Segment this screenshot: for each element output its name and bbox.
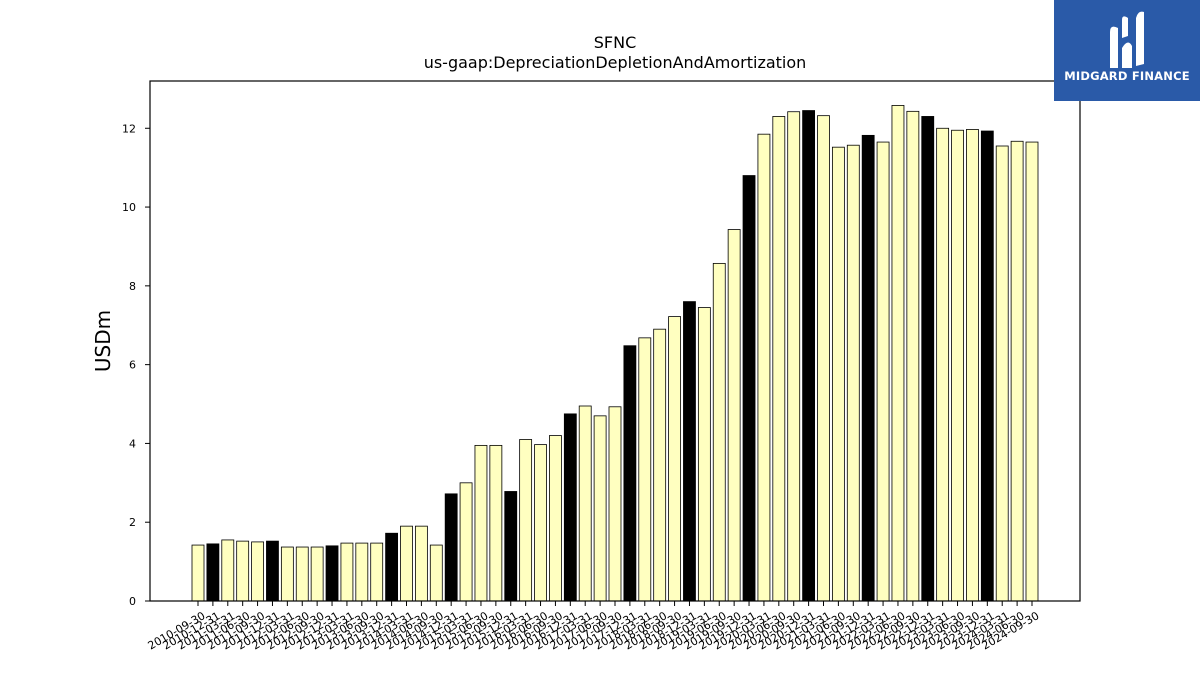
bar bbox=[653, 328, 667, 602]
bars-group bbox=[191, 105, 1039, 602]
bar bbox=[936, 127, 950, 602]
bar bbox=[534, 444, 547, 602]
y-tick-label: 0 bbox=[129, 595, 136, 608]
y-tick-label: 8 bbox=[129, 280, 136, 293]
bar bbox=[414, 525, 428, 602]
bar bbox=[608, 406, 622, 602]
bar bbox=[831, 146, 845, 602]
bar bbox=[1025, 141, 1039, 602]
bar bbox=[400, 525, 413, 602]
y-tick-label: 6 bbox=[129, 359, 136, 372]
bar bbox=[266, 540, 279, 602]
brand-logo[interactable]: MIDGARD FINANCE bbox=[1054, 0, 1200, 101]
bar bbox=[429, 544, 443, 602]
bar bbox=[906, 110, 920, 602]
bar bbox=[697, 307, 711, 602]
brand-name: MIDGARD FINANCE bbox=[1064, 69, 1190, 83]
x-axis-ticks: 2010-09-302010-12-312011-03-312011-06-30… bbox=[146, 601, 1042, 652]
bar bbox=[787, 111, 801, 602]
bar bbox=[549, 435, 562, 602]
y-axis-label: USDm bbox=[91, 310, 115, 372]
bar bbox=[563, 413, 577, 602]
bar bbox=[459, 482, 473, 602]
bar bbox=[310, 546, 324, 602]
bar bbox=[325, 545, 339, 602]
bar bbox=[817, 115, 830, 602]
midgard-m-icon bbox=[1110, 11, 1144, 68]
bar bbox=[593, 415, 607, 602]
bar bbox=[221, 539, 235, 602]
bar bbox=[474, 444, 488, 602]
bar bbox=[757, 133, 771, 602]
bar bbox=[638, 337, 652, 602]
bar bbox=[712, 262, 726, 602]
bar bbox=[802, 110, 816, 602]
chart-subtitle: us-gaap:DepreciationDepletionAndAmortiza… bbox=[423, 53, 807, 72]
chart-title: SFNC bbox=[593, 33, 637, 52]
bar bbox=[980, 130, 994, 602]
bar bbox=[846, 144, 860, 602]
bar bbox=[966, 129, 979, 602]
bar bbox=[578, 405, 592, 602]
bar bbox=[861, 134, 875, 602]
bar bbox=[191, 544, 205, 602]
bar bbox=[370, 542, 384, 602]
y-tick-label: 2 bbox=[129, 516, 136, 529]
bar bbox=[683, 301, 696, 602]
bar bbox=[489, 444, 503, 602]
bar bbox=[921, 116, 935, 602]
y-tick-label: 4 bbox=[129, 437, 136, 450]
bar bbox=[668, 316, 681, 602]
bar bbox=[355, 542, 369, 602]
bar bbox=[727, 229, 741, 602]
y-tick-label: 10 bbox=[122, 201, 136, 214]
bar bbox=[206, 543, 220, 602]
bar bbox=[280, 546, 294, 602]
y-tick-label: 12 bbox=[122, 122, 136, 135]
bar bbox=[519, 439, 533, 602]
plot-frame bbox=[149, 80, 1081, 602]
bar bbox=[385, 532, 399, 602]
bar bbox=[995, 145, 1009, 602]
bar bbox=[295, 546, 309, 602]
y-axis-ticks: 0 2 4 6 8 10 12 bbox=[122, 122, 150, 608]
bar bbox=[251, 541, 264, 602]
bar bbox=[772, 116, 786, 602]
bar bbox=[340, 542, 354, 602]
bar bbox=[876, 141, 890, 602]
bar bbox=[742, 175, 756, 602]
bar bbox=[236, 540, 250, 602]
bar bbox=[444, 493, 458, 602]
bar bbox=[891, 105, 905, 602]
bar bbox=[623, 345, 637, 602]
bar bbox=[504, 491, 518, 602]
bar bbox=[951, 129, 964, 602]
bar bbox=[1010, 140, 1024, 602]
